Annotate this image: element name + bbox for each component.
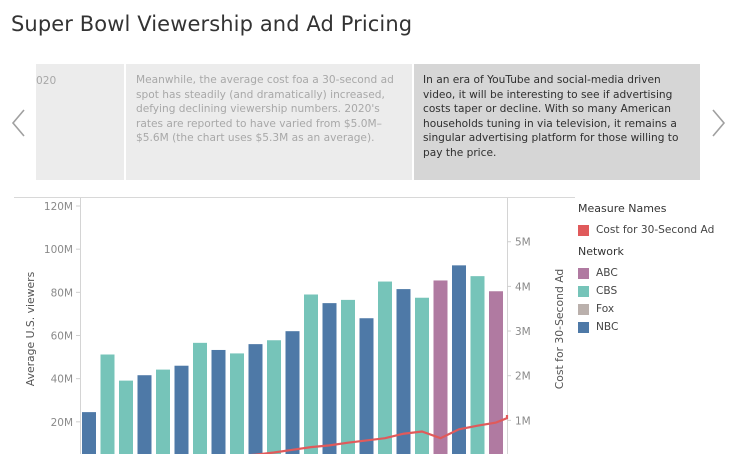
y-tick-label: 100M xyxy=(44,244,73,256)
legend-label: CBS xyxy=(596,285,618,297)
bar-nbc xyxy=(452,265,466,458)
bar-cbs xyxy=(415,297,429,458)
legend-swatch xyxy=(578,224,589,236)
bar-nbc xyxy=(285,331,300,458)
bar-cbs xyxy=(100,354,115,458)
legend-label: ABC xyxy=(596,267,618,279)
y2-tick-label: 3M xyxy=(515,326,531,338)
previous-story-point-button[interactable] xyxy=(9,108,29,138)
network-legend: Network ABC CBS Fox NBC xyxy=(578,245,736,336)
y-tick-label: 80M xyxy=(51,287,73,299)
y2-tick-label: 1M xyxy=(515,415,531,427)
bar-cbs xyxy=(470,276,485,458)
y-axis-title: Average U.S. viewers xyxy=(24,271,37,386)
bar-abc xyxy=(433,280,448,458)
legend-label: Fox xyxy=(596,303,615,315)
bar-cbs xyxy=(230,353,244,458)
bar-cbs xyxy=(341,299,355,458)
bar-nbc xyxy=(322,303,337,458)
story-point-previous[interactable]: 020 xyxy=(36,64,124,180)
bar-cbs xyxy=(119,380,133,458)
bar-cbs xyxy=(193,342,207,458)
measure-legend: Measure Names Cost for 30-Second Ad xyxy=(578,202,736,239)
legend-swatch xyxy=(578,285,589,297)
y2-tick-label: 4M xyxy=(515,281,531,293)
story-point-cost-increase[interactable]: Meanwhile, the average cost foa a 30-sec… xyxy=(126,64,412,180)
story-point-current[interactable]: In an era of YouTube and social-media dr… xyxy=(414,64,700,180)
bar-nbc xyxy=(82,412,96,458)
bar-nbc xyxy=(396,289,411,458)
network-legend-title: Network xyxy=(578,245,624,258)
y2-tick-label: 2M xyxy=(515,371,531,383)
measure-legend-item[interactable]: Cost for 30-Second Ad xyxy=(578,221,736,239)
bar-nbc xyxy=(211,349,226,458)
y2-tick-label: 5M xyxy=(515,237,531,249)
bar-abc xyxy=(489,291,503,458)
next-story-point-button[interactable] xyxy=(708,108,728,138)
y-tick-label: 120M xyxy=(44,201,73,213)
network-legend-item[interactable]: NBC xyxy=(578,318,736,336)
bar-cbs xyxy=(267,340,281,458)
bar-nbc xyxy=(248,344,263,458)
network-legend-item[interactable]: ABC xyxy=(578,264,736,282)
y-tick-label: 60M xyxy=(51,331,73,343)
bar-nbc xyxy=(137,375,152,458)
network-legend-item[interactable]: CBS xyxy=(578,282,736,300)
legend-label: NBC xyxy=(596,321,619,333)
bar-nbc xyxy=(174,365,189,458)
bar-nbc xyxy=(359,318,374,458)
chart-svg: 20M 40M 60M 80M 100M 120M 1M 2M 3M 4M 5M Average U.… xyxy=(14,197,575,458)
measure-legend-title: Measure Names xyxy=(578,202,667,215)
story-point-text: In an era of YouTube and social-media dr… xyxy=(423,74,679,159)
bar-cbs xyxy=(378,281,392,458)
legend-swatch xyxy=(578,267,589,279)
network-legend-item[interactable]: Fox xyxy=(578,300,736,318)
legend-label: Cost for 30-Second Ad xyxy=(596,224,715,236)
y-tick-label: 20M xyxy=(51,417,73,429)
viewership-chart[interactable]: 20M 40M 60M 80M 100M 120M 1M 2M 3M 4M 5M Average U.… xyxy=(0,190,575,458)
y2-axis-title: Cost for 30-Second Ad xyxy=(553,269,566,390)
bar-cbs xyxy=(304,294,318,458)
chevron-left-icon xyxy=(11,109,25,137)
legend-swatch xyxy=(578,321,589,333)
bar-cbs xyxy=(156,369,170,458)
legend: Measure Names Cost for 30-Second Ad Netw… xyxy=(578,202,736,342)
page-title: Super Bowl Viewership and Ad Pricing xyxy=(11,12,413,36)
legend-swatch xyxy=(578,303,589,315)
story-point-text: Meanwhile, the average cost foa a 30-sec… xyxy=(136,74,394,145)
y-tick-label: 40M xyxy=(51,374,73,386)
story-point-text: 020 xyxy=(36,75,57,87)
chevron-right-icon xyxy=(712,109,726,137)
cost-line xyxy=(201,414,509,458)
